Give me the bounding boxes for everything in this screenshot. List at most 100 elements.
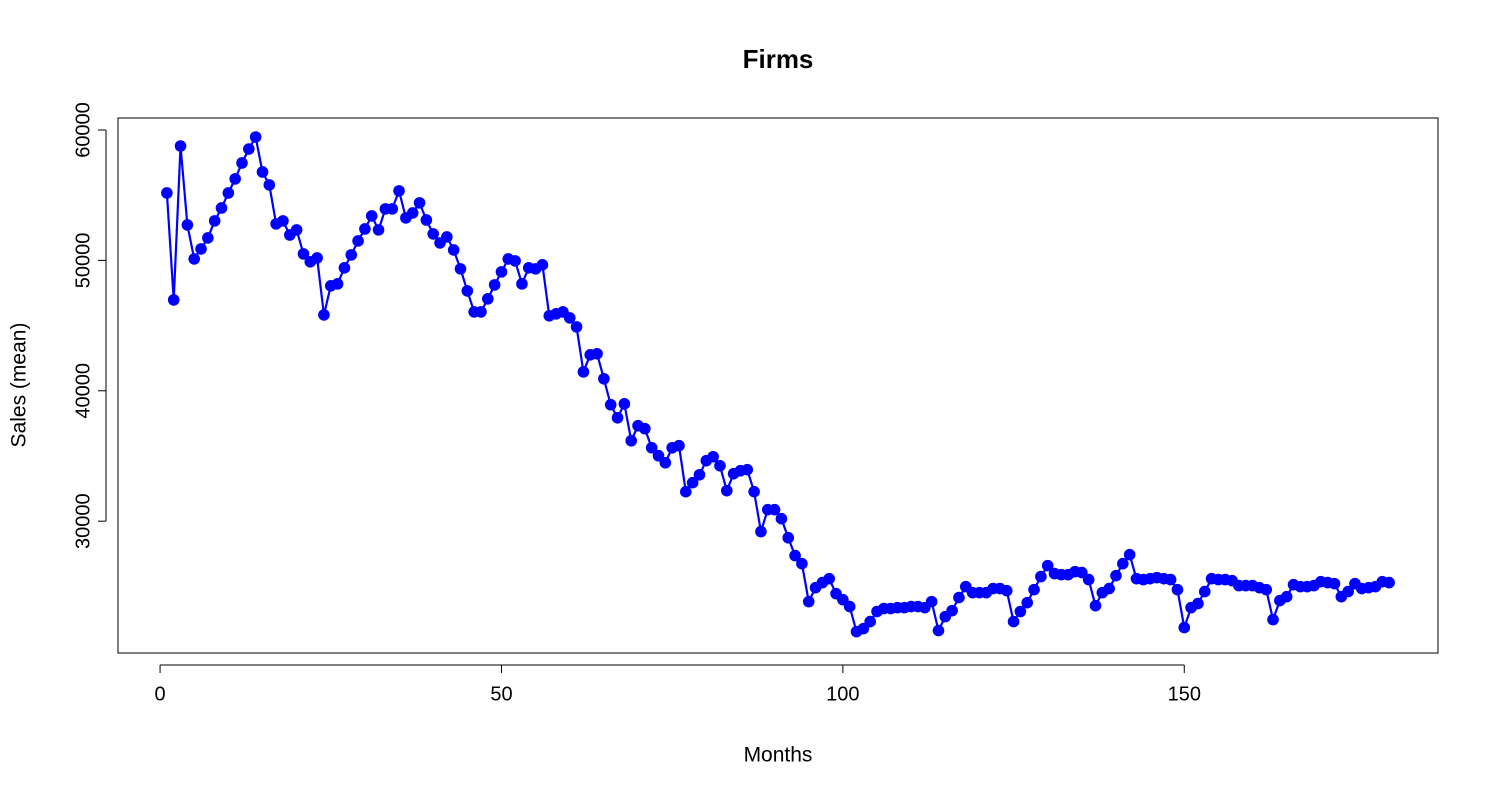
data-point (482, 293, 494, 305)
y-tick-label: 40000 (72, 363, 94, 419)
data-point (1342, 585, 1354, 598)
data-point (338, 262, 351, 274)
data-point (447, 244, 460, 256)
data-point (290, 224, 303, 236)
data-point (789, 549, 801, 562)
data-point (755, 525, 767, 538)
y-tick-label: 60000 (72, 102, 94, 158)
data-point (215, 202, 228, 214)
data-point (748, 485, 760, 498)
data-point (604, 398, 617, 411)
data-point (1178, 621, 1191, 634)
data-point (1383, 576, 1395, 589)
data-point (707, 450, 719, 463)
data-point (208, 215, 221, 227)
chart-title: Firms (743, 44, 814, 74)
data-point (591, 347, 603, 360)
data-point (509, 255, 521, 267)
data-point (222, 187, 235, 199)
y-tick-label: 50000 (72, 233, 94, 289)
data-point (1123, 548, 1136, 561)
data-point (352, 235, 364, 247)
data-point (1110, 569, 1122, 582)
data-point (686, 476, 699, 489)
data-point (1014, 605, 1027, 618)
data-point (1007, 615, 1020, 628)
series-line (165, 135, 1390, 633)
data-point (823, 572, 836, 585)
data-point (188, 253, 201, 265)
x-tick-label: 150 (1168, 683, 1201, 705)
data-point (618, 398, 631, 410)
data-point (932, 624, 945, 637)
data-point (441, 231, 453, 243)
data-point (372, 224, 385, 236)
data-point (1267, 613, 1279, 626)
x-tick-label: 0 (154, 683, 165, 705)
data-point (461, 285, 474, 297)
data-point (318, 309, 330, 321)
data-point (365, 210, 378, 222)
data-point (645, 441, 658, 454)
data-point (802, 595, 815, 608)
data-point (864, 615, 876, 628)
data-point (311, 252, 323, 264)
data-point (563, 312, 576, 324)
data-point (843, 600, 856, 613)
data-point (1171, 583, 1184, 596)
data-point (427, 228, 439, 240)
data-point (611, 411, 624, 424)
data-point (475, 306, 487, 318)
data-point (331, 278, 344, 290)
data-point (1028, 583, 1040, 596)
data-point (946, 604, 958, 617)
data-point (782, 531, 795, 544)
data-point (741, 463, 754, 476)
x-axis-title: Months (744, 744, 813, 767)
x-tick-label: 50 (490, 683, 512, 705)
data-point (454, 263, 467, 275)
data-point (386, 203, 399, 215)
data-point (720, 484, 733, 497)
data-point (202, 232, 214, 244)
data-point (249, 131, 262, 143)
data-point (516, 278, 528, 290)
data-point (639, 422, 651, 435)
data-point (297, 248, 310, 260)
data-point (345, 249, 358, 261)
data-point (420, 214, 433, 226)
data-point (1260, 583, 1273, 596)
data-point (768, 503, 781, 516)
data-point (393, 185, 405, 197)
data-point (243, 143, 255, 155)
data-point (195, 243, 207, 255)
data-point (413, 197, 426, 209)
data-point (359, 223, 371, 235)
data-point (1280, 590, 1293, 603)
data-point (236, 157, 248, 169)
data-point (181, 219, 194, 231)
data-point (256, 166, 269, 178)
data-point (229, 173, 241, 185)
data-point (1000, 584, 1013, 597)
data-point (536, 259, 549, 271)
data-point (925, 595, 938, 608)
y-tick-label: 30000 (72, 493, 94, 549)
plot-frame (117, 117, 1439, 654)
data-point (277, 215, 289, 227)
data-point (714, 459, 726, 472)
data-point (775, 512, 788, 525)
data-point (263, 179, 276, 191)
data-point (693, 468, 706, 481)
data-point (1328, 577, 1341, 590)
data-point (680, 485, 692, 498)
data-point (1082, 573, 1095, 586)
data-point (1198, 585, 1211, 598)
data-point (796, 557, 808, 570)
data-point (1117, 557, 1129, 570)
data-point (598, 372, 610, 385)
data-point (406, 207, 419, 219)
x-tick-label: 100 (826, 683, 859, 705)
